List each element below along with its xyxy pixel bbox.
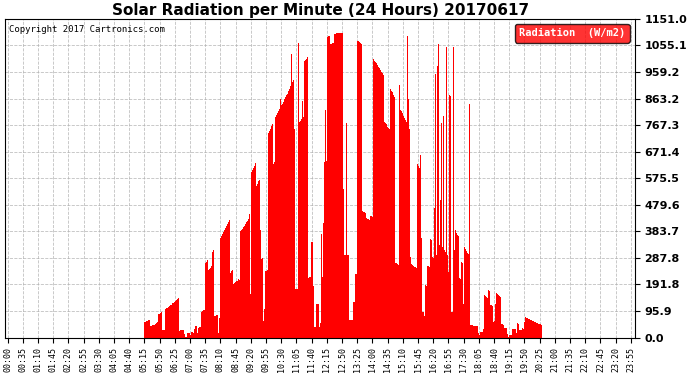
Legend: Radiation  (W/m2): Radiation (W/m2) xyxy=(515,24,629,42)
Text: Copyright 2017 Cartronics.com: Copyright 2017 Cartronics.com xyxy=(8,26,164,34)
Title: Solar Radiation per Minute (24 Hours) 20170617: Solar Radiation per Minute (24 Hours) 20… xyxy=(112,3,529,18)
